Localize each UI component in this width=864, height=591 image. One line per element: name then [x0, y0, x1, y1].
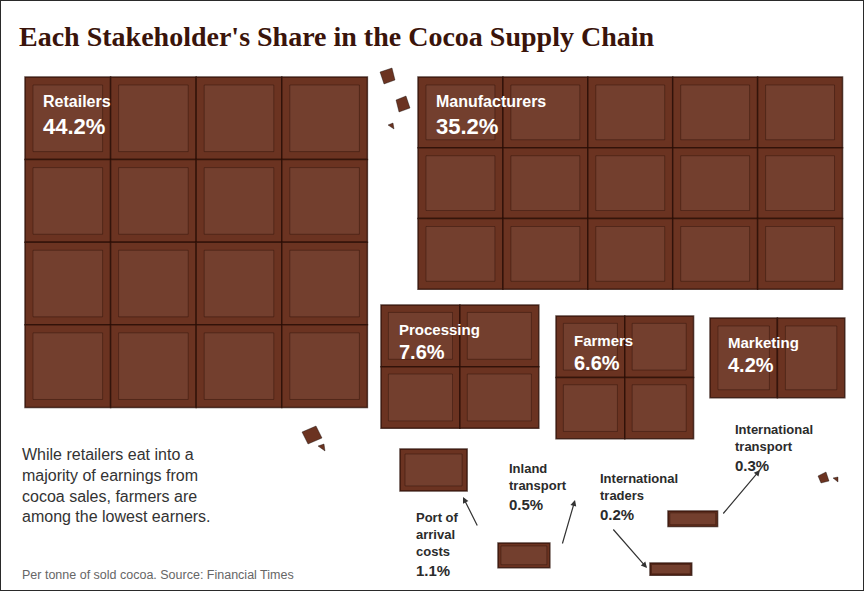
svg-text:Retailers: Retailers	[43, 93, 111, 110]
svg-text:44.2%: 44.2%	[43, 114, 105, 139]
svg-text:Processing: Processing	[399, 321, 480, 338]
svg-text:0.3%: 0.3%	[735, 457, 769, 474]
svg-text:Internationaltraders: Internationaltraders	[600, 471, 678, 503]
svg-text:Each Stakeholder's Share in th: Each Stakeholder's Share in the Cocoa Su…	[19, 21, 654, 52]
svg-text:7.6%: 7.6%	[399, 341, 445, 363]
svg-text:1.1%: 1.1%	[416, 562, 450, 579]
svg-text:Internationaltransport: Internationaltransport	[735, 422, 813, 454]
svg-text:0.2%: 0.2%	[600, 506, 634, 523]
svg-text:Manufacturers: Manufacturers	[436, 93, 546, 110]
svg-text:0.5%: 0.5%	[509, 496, 543, 513]
svg-text:Marketing: Marketing	[728, 334, 799, 351]
svg-text:Farmers: Farmers	[574, 332, 633, 349]
svg-text:Inlandtransport: Inlandtransport	[509, 461, 567, 493]
svg-text:6.6%: 6.6%	[574, 352, 620, 374]
svg-text:35.2%: 35.2%	[436, 114, 498, 139]
svg-text:4.2%: 4.2%	[728, 354, 774, 376]
svg-text:While retailers eat into amajo: While retailers eat into amajority of ea…	[22, 446, 211, 525]
svg-text:Per tonne of sold cocoa. Sourc: Per tonne of sold cocoa. Source: Financi…	[22, 568, 294, 582]
svg-text:Port ofarrivalcosts: Port ofarrivalcosts	[416, 510, 459, 559]
